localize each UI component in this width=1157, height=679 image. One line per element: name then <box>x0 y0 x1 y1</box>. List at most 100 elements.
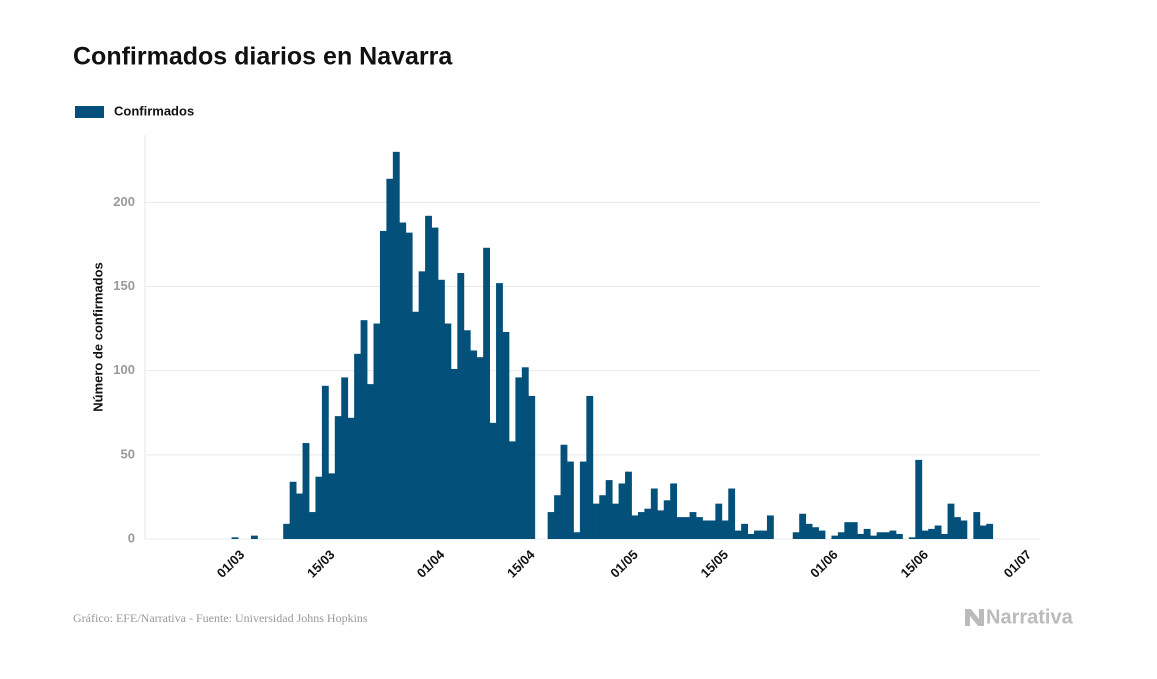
bar <box>844 522 852 539</box>
bar <box>392 151 400 540</box>
bar <box>928 528 936 539</box>
x-tick-label: 01/07 <box>1001 547 1035 581</box>
bar <box>457 273 465 539</box>
bar <box>812 527 819 539</box>
bar <box>554 495 561 539</box>
bar <box>631 515 639 539</box>
bar <box>734 530 742 539</box>
bar <box>515 377 523 539</box>
legend-swatch <box>75 106 104 118</box>
bar <box>463 330 471 539</box>
bar <box>250 535 258 539</box>
bar <box>508 441 516 539</box>
bar <box>296 493 303 539</box>
bar <box>412 311 420 539</box>
bar <box>818 530 826 539</box>
bar <box>386 178 394 539</box>
bar <box>367 384 374 539</box>
bar <box>831 535 839 539</box>
bar <box>431 227 439 540</box>
bar <box>547 512 555 539</box>
x-tick-label: 01/03 <box>214 547 248 581</box>
bar <box>418 271 426 539</box>
y-tick-label: 150 <box>113 278 135 293</box>
bar <box>747 533 755 539</box>
bar <box>328 473 336 539</box>
bar <box>696 517 703 539</box>
bar <box>721 520 729 539</box>
bar <box>792 532 800 539</box>
bar <box>637 512 645 539</box>
y-tick-label: 100 <box>113 362 135 377</box>
bar <box>612 503 619 539</box>
bar <box>644 508 652 539</box>
bar <box>502 331 510 539</box>
y-tick-label: 0 <box>128 530 135 545</box>
chart-title: Confirmados diarios en Navarra <box>73 43 453 71</box>
bar <box>521 367 529 539</box>
x-tick-label: 15/03 <box>304 547 338 581</box>
bar <box>444 323 452 539</box>
bar <box>605 480 613 539</box>
bar <box>657 510 665 539</box>
x-tick-label: 01/06 <box>807 547 841 581</box>
bar <box>231 537 239 539</box>
bar <box>483 247 490 540</box>
bar <box>573 532 581 539</box>
x-tick-label: 01/05 <box>607 547 641 581</box>
bar <box>895 533 903 539</box>
bar <box>321 385 329 539</box>
bar <box>579 461 587 539</box>
x-tick-label: 01/04 <box>414 546 448 580</box>
bar <box>309 512 316 539</box>
bar <box>476 357 484 539</box>
bar <box>876 532 884 539</box>
bar <box>360 320 368 539</box>
bar <box>857 533 865 539</box>
bar <box>979 525 987 539</box>
bar <box>341 377 349 539</box>
x-tick-label: 15/05 <box>698 547 732 581</box>
bar <box>934 525 942 539</box>
bar <box>715 503 723 539</box>
bar <box>863 528 871 539</box>
bar <box>560 444 568 539</box>
bar <box>986 523 994 539</box>
bar <box>754 530 761 539</box>
bar <box>676 517 684 539</box>
bar <box>379 230 387 539</box>
bar <box>915 459 923 539</box>
bar <box>405 232 413 539</box>
y-tick-label: 200 <box>113 194 135 209</box>
bar <box>702 520 710 539</box>
bar <box>592 503 600 539</box>
bar <box>450 368 458 539</box>
bar <box>663 500 671 539</box>
brand-icon <box>965 609 984 626</box>
bar <box>883 532 890 539</box>
bar <box>599 495 607 539</box>
bar <box>528 395 536 539</box>
bar <box>425 215 432 540</box>
bar <box>438 279 445 539</box>
bar <box>683 517 690 539</box>
bar <box>960 520 968 539</box>
bar <box>283 523 291 539</box>
y-tick-label: 50 <box>121 446 135 461</box>
x-tick-label: 15/04 <box>504 546 538 580</box>
bar <box>889 530 897 539</box>
bar <box>708 520 716 539</box>
bar <box>908 537 916 539</box>
bar <box>870 535 877 539</box>
bar <box>373 323 381 539</box>
bar <box>489 422 497 539</box>
bar <box>689 512 697 539</box>
bar <box>315 476 323 539</box>
bar <box>567 461 574 539</box>
bar <box>766 515 774 539</box>
bar <box>799 513 807 539</box>
bar <box>850 522 858 539</box>
bar <box>586 395 594 539</box>
bar <box>760 530 768 539</box>
